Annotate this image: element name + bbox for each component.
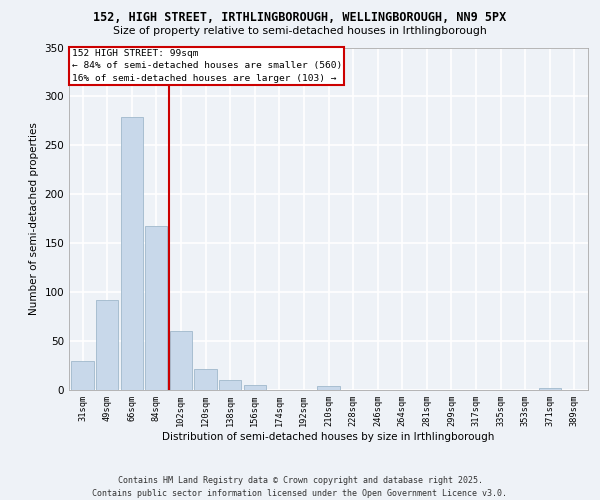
Bar (194, 370, 217, 390)
Y-axis label: Number of semi-detached properties: Number of semi-detached properties (29, 122, 39, 315)
Bar (71, 360, 94, 390)
Bar (96, 300, 118, 390)
Text: 152 HIGH STREET: 99sqm
← 84% of semi-detached houses are smaller (560)
16% of se: 152 HIGH STREET: 99sqm ← 84% of semi-det… (71, 49, 342, 82)
Bar (317, 386, 340, 390)
Bar (121, 117, 143, 390)
Text: Size of property relative to semi-detached houses in Irthlingborough: Size of property relative to semi-detach… (113, 26, 487, 36)
X-axis label: Distribution of semi-detached houses by size in Irthlingborough: Distribution of semi-detached houses by … (163, 432, 494, 442)
Text: 152, HIGH STREET, IRTHLINGBOROUGH, WELLINGBOROUGH, NN9 5PX: 152, HIGH STREET, IRTHLINGBOROUGH, WELLI… (94, 11, 506, 24)
Bar (539, 388, 561, 390)
Bar (170, 332, 192, 390)
Bar (244, 385, 266, 390)
Bar (145, 226, 167, 390)
Text: Contains HM Land Registry data © Crown copyright and database right 2025.
Contai: Contains HM Land Registry data © Crown c… (92, 476, 508, 498)
Bar (219, 380, 241, 390)
